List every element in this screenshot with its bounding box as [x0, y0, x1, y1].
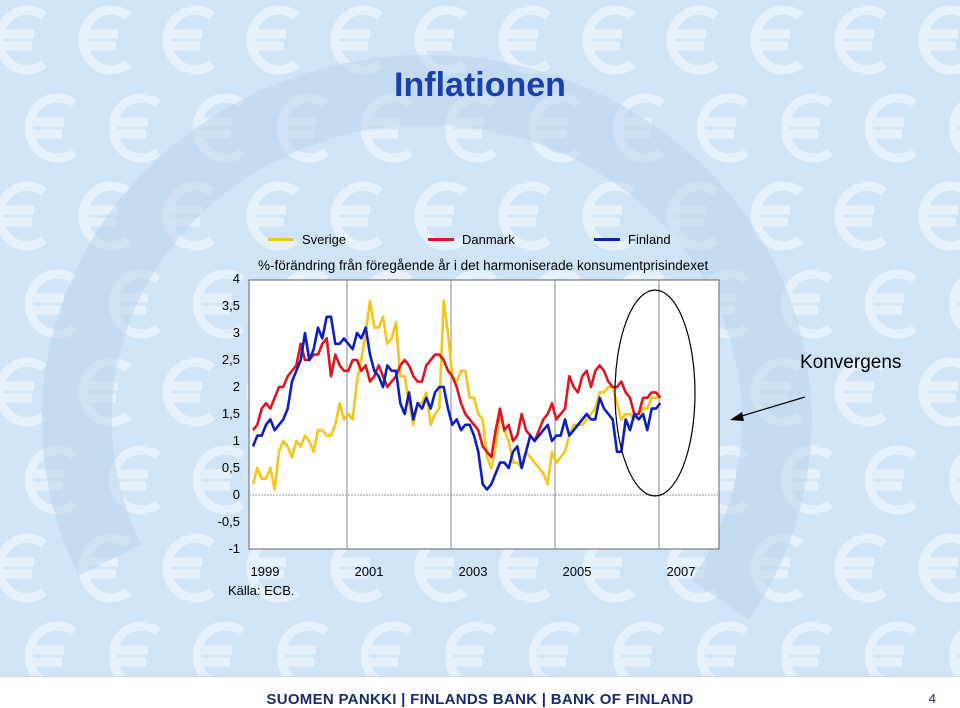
euro-glyph-icon [918, 181, 960, 251]
euro-glyph-icon [834, 181, 887, 251]
x-tick-label: 2003 [458, 564, 488, 579]
legend-swatch-danmark [428, 238, 454, 241]
euro-glyph-icon [246, 181, 299, 251]
euro-glyph-icon [864, 269, 917, 339]
euro-glyph-icon [498, 181, 551, 251]
euro-glyph-icon [834, 357, 887, 427]
y-tick-label: 3,5 [221, 298, 240, 313]
euro-glyph-icon [948, 101, 960, 155]
euro-glyph-icon [0, 357, 47, 427]
series-line-danmark [251, 337, 662, 459]
euro-glyph-icon [582, 5, 635, 75]
legend-item-finland: Finland [594, 232, 671, 247]
x-tick-label: 2005 [562, 564, 592, 579]
euro-glyph-icon [162, 357, 215, 427]
euro-glyph-icon [78, 5, 131, 75]
euro-glyph-icon [864, 93, 917, 163]
euro-glyph-icon [948, 629, 960, 683]
legend-label-finland: Finland [628, 232, 671, 247]
euro-glyph-icon [0, 5, 47, 75]
euro-glyph-icon [918, 533, 960, 603]
y-tick-label: 1,5 [221, 406, 240, 421]
annotation-label: Konvergens [800, 352, 902, 373]
euro-glyph-icon [750, 181, 803, 251]
x-tick-label: 2001 [354, 564, 384, 579]
euro-glyph-icon [918, 357, 960, 427]
euro-glyph-icon [246, 5, 299, 75]
legend-swatch-sverige [268, 238, 294, 241]
y-tick-label: -1 [228, 541, 240, 556]
euro-glyph-icon [696, 93, 749, 163]
y-tick-label: 0 [232, 487, 240, 502]
euro-glyph-icon [192, 269, 245, 339]
euro-glyph-icon [24, 93, 77, 163]
euro-glyph-icon [162, 533, 215, 603]
euro-glyph-icon [948, 453, 960, 507]
footer-text: SUOMEN PANKKI | FINLANDS BANK | BANK OF … [266, 691, 694, 708]
series-line-sverige [251, 299, 661, 491]
euro-glyph-icon [330, 181, 383, 251]
euro-glyph-icon [780, 93, 833, 163]
legend-item-sverige: Sverige [268, 232, 346, 247]
euro-glyph-icon [162, 5, 215, 75]
y-tick-label: 3 [232, 325, 240, 340]
y-tick-label: 2 [232, 379, 240, 394]
euro-glyph-icon [864, 445, 917, 515]
euro-glyph-icon [834, 533, 887, 603]
annotation-arrow [734, 396, 806, 419]
y-tick-label: 4 [232, 271, 240, 286]
convergence-circle [614, 289, 696, 497]
footer-bar: SUOMEN PANKKI | FINLANDS BANK | BANK OF … [0, 676, 960, 708]
euro-glyph-icon [414, 181, 467, 251]
euro-glyph-icon [666, 5, 719, 75]
x-tick-label: 1999 [250, 564, 280, 579]
source-note: Källa: ECB. [228, 583, 295, 598]
y-tick-label: 0,5 [221, 460, 240, 475]
legend-item-danmark: Danmark [428, 232, 515, 247]
y-tick-label: 2,5 [221, 352, 240, 367]
legend-label-danmark: Danmark [462, 232, 515, 247]
page-title: Inflationen [394, 66, 566, 104]
plot-area [248, 279, 720, 550]
chart-legend: Sverige Danmark Finland [0, 232, 960, 250]
euro-glyph-icon [948, 277, 960, 331]
chart-subtitle: %-förändring från föregående år i det ha… [258, 258, 709, 273]
y-tick-label: 1 [232, 433, 240, 448]
legend-label-sverige: Sverige [302, 232, 347, 247]
euro-glyph-icon [108, 93, 161, 163]
euro-glyph-icon [192, 445, 245, 515]
y-tick-label: -0,5 [217, 514, 240, 529]
legend-swatch-finland [594, 238, 620, 241]
page-number: 4 [928, 691, 936, 706]
euro-glyph-icon [0, 533, 47, 603]
euro-glyph-icon [834, 5, 887, 75]
euro-glyph-icon [582, 181, 635, 251]
annotation-arrowhead [730, 412, 744, 421]
series-line-finland [251, 315, 662, 491]
euro-glyph-icon [918, 5, 960, 75]
euro-glyph-icon [0, 181, 47, 251]
euro-glyph-icon [750, 5, 803, 75]
x-tick-label: 2007 [666, 564, 696, 579]
